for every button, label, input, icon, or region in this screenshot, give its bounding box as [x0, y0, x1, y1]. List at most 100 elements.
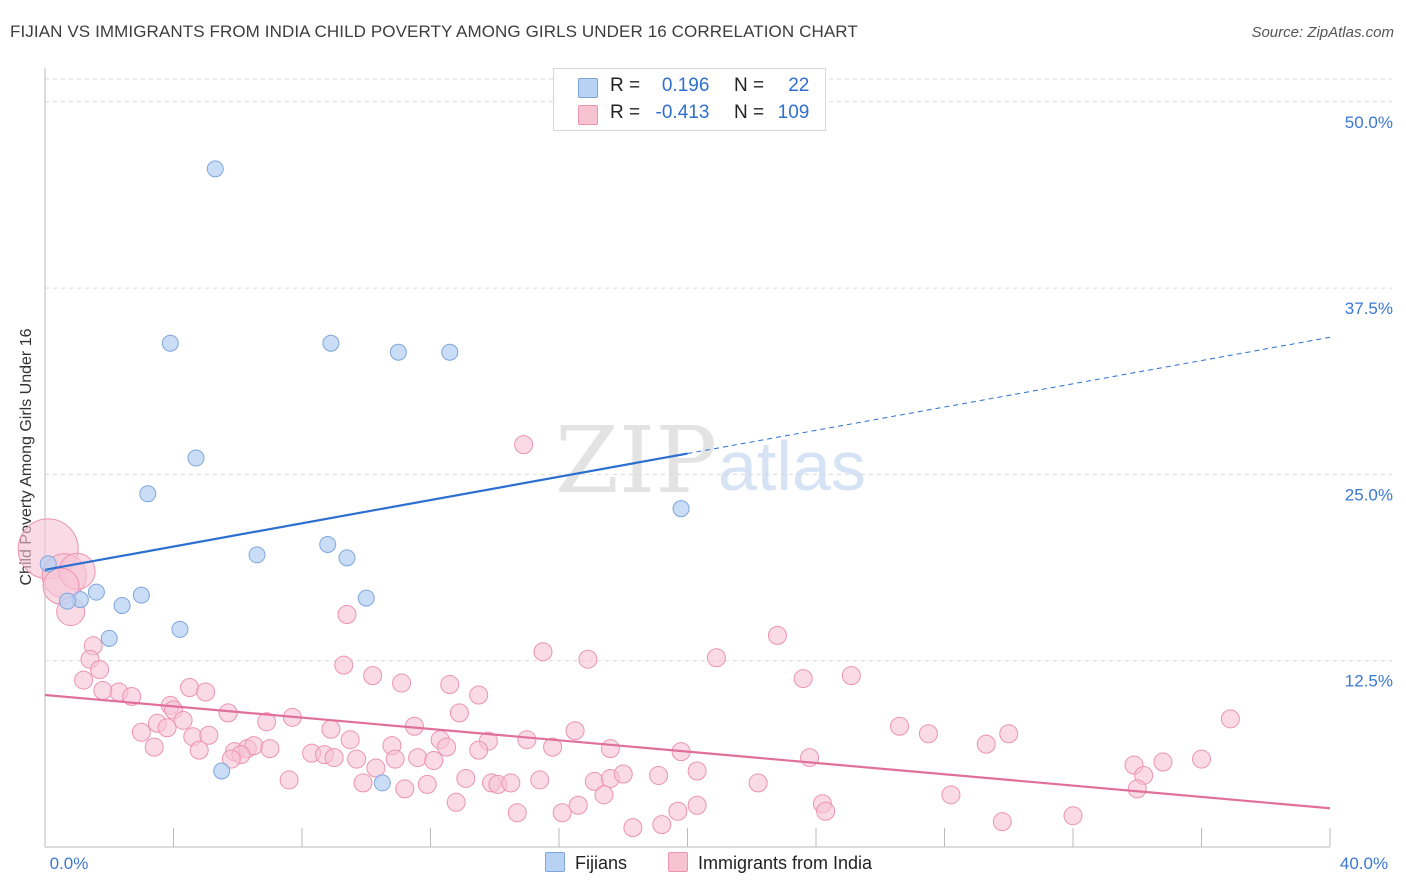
y-tick-label: 25.0% [1345, 485, 1393, 504]
india-point [1192, 749, 1211, 769]
india-point [218, 703, 238, 723]
india-point [353, 773, 373, 793]
india-point [196, 682, 216, 702]
watermark-atlas: atlas [718, 427, 866, 505]
india-point [578, 649, 598, 669]
india-point [257, 712, 277, 732]
india-point [199, 725, 219, 745]
fijian-point [213, 762, 231, 780]
india-point [793, 669, 813, 689]
india-point [131, 722, 151, 742]
india-swatch [668, 852, 688, 872]
india-point [417, 774, 437, 794]
india-point [90, 660, 110, 680]
india-point [706, 648, 726, 668]
india-point [260, 739, 280, 759]
india-point [144, 737, 164, 757]
bottom-legend-fijians-label: Fijians [575, 853, 628, 873]
fijian-point [58, 592, 76, 610]
source-label: Source: ZipAtlas.com [1251, 24, 1394, 41]
fijian-point [132, 586, 150, 604]
india-point [221, 749, 241, 769]
india-point [157, 718, 177, 738]
india-point [543, 737, 563, 757]
india-point [347, 749, 367, 769]
fijian-trend-extension [687, 336, 1331, 455]
india-point [392, 673, 412, 693]
india-point [992, 812, 1012, 832]
india-point [841, 666, 861, 686]
fijians-swatch [545, 852, 565, 872]
fijian-point [672, 500, 690, 518]
india-point [279, 770, 299, 790]
india-point [74, 670, 94, 690]
india-point [189, 740, 209, 760]
india-point [173, 710, 193, 730]
india-point [449, 703, 469, 723]
india-point [668, 801, 688, 821]
fijian-point [161, 334, 179, 352]
india-point [517, 730, 537, 750]
india-point [1063, 806, 1083, 826]
fijian-point [113, 597, 131, 615]
india-trend-line [44, 693, 1331, 810]
legend-r-label: R = [610, 102, 641, 123]
india-point [816, 801, 836, 821]
india-point [568, 795, 588, 815]
fijian-point [389, 343, 407, 361]
india-point [469, 685, 489, 705]
fijians-swatch [578, 78, 598, 98]
india-point [649, 765, 669, 785]
india-point [613, 764, 633, 784]
india-point [501, 773, 521, 793]
india-point [623, 818, 643, 838]
india-point [1153, 752, 1173, 772]
fijian-point [139, 485, 157, 503]
india-point [321, 719, 341, 739]
india-point [363, 666, 383, 686]
india-point [366, 758, 386, 778]
india-point [334, 655, 354, 675]
india-point [687, 795, 707, 815]
chart-title: FIJIAN VS IMMIGRANTS FROM INDIA CHILD PO… [10, 22, 858, 41]
fijian-point [322, 334, 340, 352]
fijian-point [87, 583, 105, 601]
india-point [600, 739, 620, 759]
india-point [565, 721, 585, 741]
india-point [530, 770, 550, 790]
india-point [976, 734, 996, 754]
fijian-point [373, 774, 391, 792]
fijian-point [338, 549, 356, 567]
india-point [767, 625, 787, 645]
y-tick-label: 50.0% [1345, 113, 1393, 132]
india-point [340, 730, 360, 750]
india-point [337, 605, 357, 624]
legend-n-label: N = [733, 102, 765, 123]
india-point [440, 675, 460, 695]
legend-r-value: 0.196 [661, 75, 710, 96]
india-point [93, 681, 113, 701]
india-point [652, 815, 672, 835]
india-point [122, 686, 142, 706]
india-point [408, 748, 428, 768]
x-tick-label: 0.0% [50, 854, 89, 873]
india-point [890, 716, 910, 736]
india-point [687, 761, 707, 781]
legend-n-label: N = [733, 75, 765, 96]
fijian-point [206, 160, 224, 178]
india-point [594, 785, 614, 805]
india-point [1127, 779, 1147, 799]
india-point [446, 792, 466, 812]
india-point [552, 803, 572, 823]
legend: R = 0.196 N = 22 R = -0.413 N = 109 [553, 68, 826, 131]
fijian-point [319, 535, 337, 553]
legend-n-value: 109 [777, 102, 810, 123]
fijian-trend-line [44, 452, 688, 571]
india-swatch [578, 105, 598, 125]
fijian-point [441, 343, 459, 361]
y-tick-label: 12.5% [1345, 672, 1393, 691]
fijian-point [357, 589, 375, 607]
bottom-legend-india-label: Immigrants from India [698, 853, 873, 873]
india-point [469, 740, 489, 760]
india-point [385, 749, 405, 769]
